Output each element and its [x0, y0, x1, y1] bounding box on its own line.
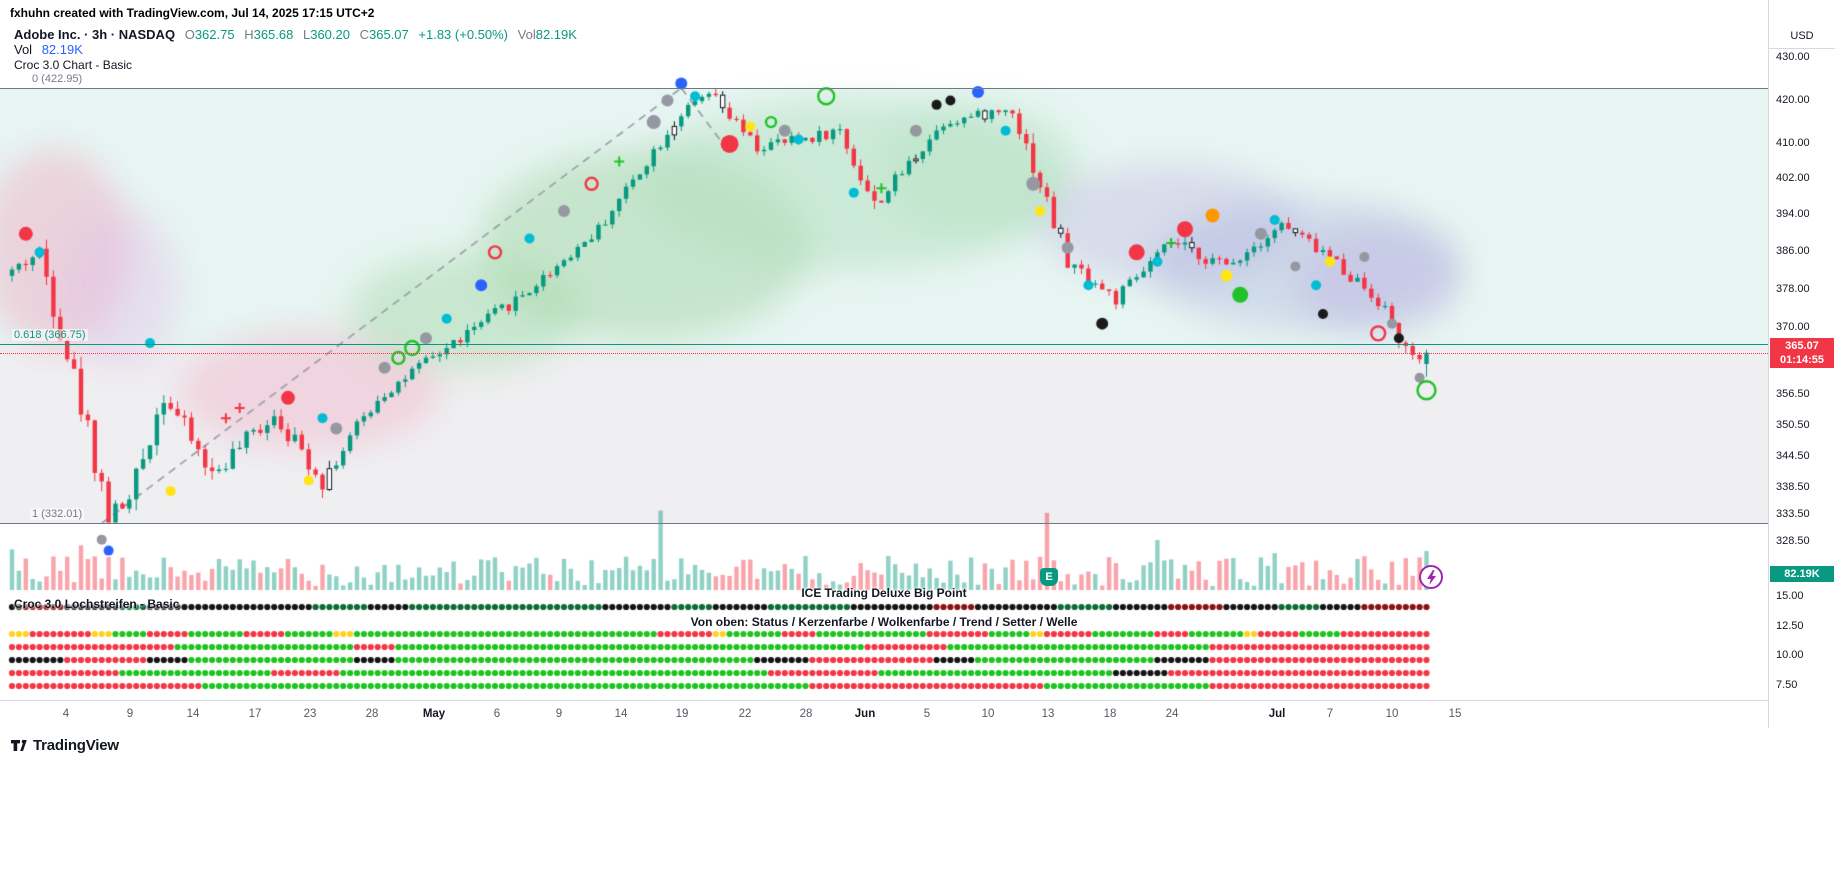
fib-label-0: 0 (422.95) — [30, 73, 85, 85]
indicator-tick-label: 10.00 — [1776, 649, 1804, 662]
time-tick-label: 9 — [126, 708, 134, 720]
earnings-badge[interactable]: E — [1040, 568, 1058, 586]
indicator-tick-label: 7.50 — [1776, 679, 1798, 691]
fib-line-1[interactable] — [0, 523, 1768, 525]
time-tick-label: 10 — [1385, 708, 1399, 720]
time-tick-label: 4 — [62, 708, 70, 720]
indicator-tick-label: 15.00 — [1776, 590, 1804, 602]
volume-row-value: 82.19K — [41, 42, 83, 57]
chart-legend: Adobe Inc. · 3h · NASDAQ O362.75 H365.68… — [14, 27, 577, 72]
chart-pane[interactable]: 0 (422.95) 0.618 (366.75) 1 (332.01) Ado… — [0, 0, 1768, 700]
study-title[interactable]: Croc 3.0 Chart - Basic — [14, 58, 133, 72]
time-tick-label: 24 — [1165, 708, 1179, 720]
volume-badge: 82.19K — [1770, 566, 1834, 582]
last-price-value: 365.07 — [1785, 339, 1819, 352]
indicator-tick-label: 12.50 — [1776, 619, 1804, 632]
high-label: H — [244, 27, 254, 42]
time-tick-label: 14 — [186, 708, 200, 720]
time-tick-label: 15 — [1448, 708, 1462, 720]
close-label: C — [359, 27, 369, 42]
price-tick-label: 344.50 — [1776, 449, 1810, 462]
time-tick-label: 17 — [248, 708, 262, 720]
time-tick-label: 14 — [614, 708, 628, 720]
flash-button[interactable] — [1419, 565, 1443, 589]
price-tick-label: 386.00 — [1776, 245, 1810, 258]
fib-line-0[interactable] — [0, 88, 1768, 89]
price-tick-label: 356.50 — [1776, 388, 1810, 401]
vol-value: 82.19K — [535, 27, 577, 42]
price-tick-label: 430.00 — [1776, 51, 1810, 64]
time-tick-label: 9 — [555, 708, 563, 720]
time-tick-label: 23 — [303, 708, 317, 720]
time-tick-label: 28 — [365, 708, 379, 720]
attribution-text: fxhuhn created with TradingView.com, Jul… — [10, 6, 375, 20]
time-tick-label: 6 — [493, 708, 501, 720]
low-label: L — [302, 27, 311, 42]
time-tick-label: 13 — [1041, 708, 1055, 720]
tradingview-logo-text: TradingView — [33, 737, 119, 754]
time-tick-label: 10 — [981, 708, 995, 720]
price-tick-label: 402.00 — [1776, 172, 1810, 185]
last-price-badge: 365.07 01:14:55 — [1770, 337, 1834, 368]
time-tick-label: 5 — [923, 708, 931, 720]
indicator-subtitle: Von oben: Status / Kerzenfarbe / Wolkenf… — [690, 615, 1078, 629]
price-tick-label: 350.50 — [1776, 418, 1810, 431]
change-value: +1.83 (+0.50%) — [418, 27, 509, 42]
open-label: O — [184, 27, 195, 42]
volume-row-label[interactable]: Vol — [14, 42, 33, 57]
tradingview-logo[interactable]: TradingView — [10, 737, 119, 754]
lightning-icon — [1426, 569, 1436, 585]
time-tick-label: Jul — [1268, 708, 1286, 720]
price-chart-canvas[interactable] — [0, 0, 1768, 700]
close-value: 365.07 — [369, 27, 409, 42]
price-tick-label: 338.50 — [1776, 481, 1810, 494]
time-tick-label: 18 — [1103, 708, 1117, 720]
time-tick-label: 7 — [1326, 708, 1334, 720]
fib-line-0618[interactable] — [0, 344, 1768, 346]
time-scale[interactable]: 4 9 14 17 23 28 May 6 9 14 19 22 28 Jun 5 10 13 18 24 Jul 7 1… — [0, 700, 1768, 730]
price-tick-label: 328.50 — [1776, 535, 1810, 548]
indicator-left-title[interactable]: Croc 3.0 Lochstreifen - Basic — [14, 597, 180, 611]
low-value: 360.20 — [310, 27, 350, 42]
currency-label: USD — [1769, 30, 1835, 49]
time-tick-label: 22 — [738, 708, 752, 720]
price-scale[interactable]: USD 430.00 420.00 410.00 402.00 394.00 386.00… — [1768, 0, 1835, 728]
symbol-name[interactable]: Adobe Inc. · 3h · NASDAQ — [14, 27, 176, 42]
high-value: 365.68 — [253, 27, 294, 42]
open-value: 362.75 — [194, 27, 235, 42]
last-price-line — [0, 352, 1768, 354]
price-tick-label: 378.00 — [1776, 283, 1810, 296]
price-tick-label: 420.00 — [1776, 93, 1810, 106]
price-tick-label: 333.50 — [1776, 508, 1810, 521]
fib-label-0618: 0.618 (366.75) — [12, 329, 88, 342]
indicator-center-title: ICE Trading Deluxe Big Point — [801, 586, 967, 600]
tradingview-mark-icon — [11, 739, 27, 751]
price-tick-label: 410.00 — [1776, 136, 1810, 149]
time-tick-label: May — [422, 708, 446, 720]
fib-label-1: 1 (332.01) — [30, 508, 85, 521]
price-tick-label: 370.00 — [1776, 321, 1810, 334]
time-tick-label: 28 — [799, 708, 813, 720]
vol-label: Vol — [517, 27, 536, 42]
price-tick-label: 394.00 — [1776, 208, 1810, 221]
countdown-timer: 01:14:55 — [1779, 353, 1825, 366]
time-tick-label: 19 — [675, 708, 689, 720]
time-tick-label: Jun — [854, 708, 876, 720]
